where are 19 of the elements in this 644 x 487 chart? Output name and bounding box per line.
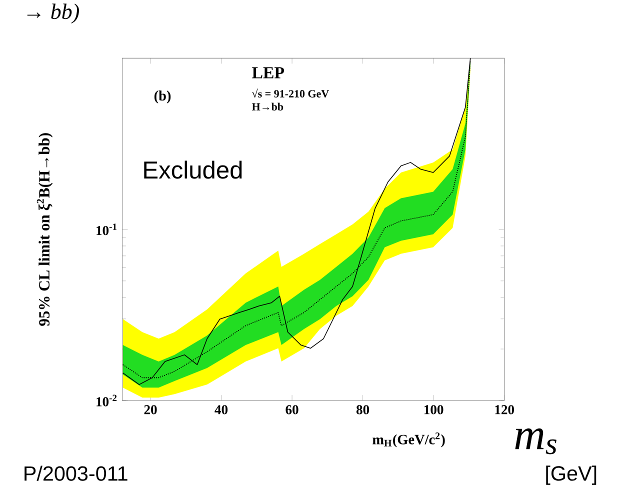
- text: → bb): [27, 4, 79, 24]
- text: P/2003-011: [24, 466, 128, 481]
- annotation: Excluded: [144, 160, 242, 179]
- annotation: H→bb: [252, 102, 284, 111]
- y-tick-label: 10$^{-2}$: [96, 394, 117, 406]
- x-tick-label: 100: [424, 405, 444, 414]
- x-tick-label: 80: [356, 405, 370, 414]
- x-tick-label: 40: [214, 405, 228, 414]
- x-axis-title: m$_{H}$(GeV/c$^{2}$): [372, 432, 445, 448]
- y-tick-label: 10$^{-1}$: [96, 224, 116, 236]
- x-tick-label: 60: [286, 405, 298, 414]
- x-tick-label: 20: [144, 405, 157, 414]
- x-tick-label: 120: [495, 405, 514, 414]
- text: [GeV]: [546, 466, 596, 485]
- y-axis-title: 95% CL limit on ξ$^{2}$B(H→bb): [36, 133, 53, 326]
- text: m$_{s}$: [515, 428, 556, 454]
- annotation: LEP: [252, 67, 284, 78]
- annotation: √s = 91-210 GeV: [252, 88, 329, 98]
- annotation: (b): [154, 90, 171, 104]
